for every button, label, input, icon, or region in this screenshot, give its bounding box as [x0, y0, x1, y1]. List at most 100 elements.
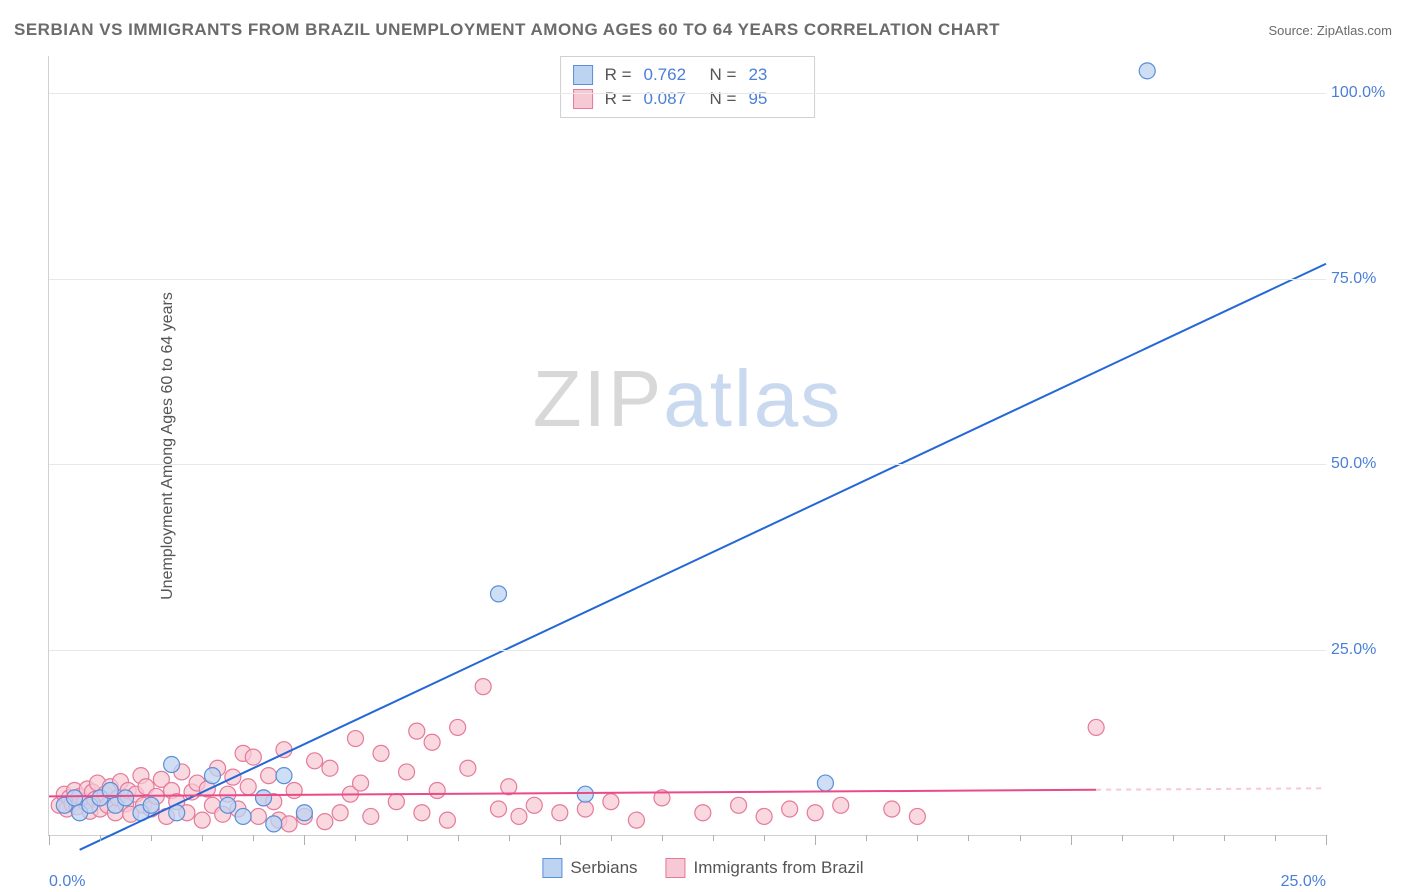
brazil-point: [261, 768, 277, 784]
brazil-point: [450, 719, 466, 735]
x-tick: [100, 835, 101, 841]
x-tick: [764, 835, 765, 841]
series-legend: Serbians Immigrants from Brazil: [542, 858, 863, 878]
brazil-point: [317, 814, 333, 830]
serbians-point: [256, 790, 272, 806]
swatch-serbians: [542, 858, 562, 878]
x-tick: [458, 835, 459, 841]
y-tick-label: 75.0%: [1331, 270, 1396, 288]
brazil-point: [603, 794, 619, 810]
scatter-plot-area: ZIPatlas R = 0.762 N = 23 R = 0.087 N = …: [48, 56, 1326, 836]
serbians-point: [118, 790, 134, 806]
brazil-point: [250, 808, 266, 824]
brazil-point: [373, 745, 389, 761]
chart-title: SERBIAN VS IMMIGRANTS FROM BRAZIL UNEMPL…: [14, 20, 1000, 40]
brazil-point: [281, 816, 297, 832]
gridline-h: [49, 464, 1326, 465]
x-tick: [1020, 835, 1021, 841]
title-bar: SERBIAN VS IMMIGRANTS FROM BRAZIL UNEMPL…: [14, 20, 1392, 40]
x-tick: [1326, 835, 1327, 845]
brazil-point: [286, 782, 302, 798]
x-tick: [713, 835, 714, 841]
chart-svg: [49, 56, 1326, 835]
y-tick-label: 25.0%: [1331, 641, 1396, 659]
serbians-point: [577, 786, 593, 802]
legend-item-serbians: Serbians: [542, 858, 637, 878]
legend-label-serbians: Serbians: [570, 858, 637, 878]
brazil-point: [756, 808, 772, 824]
brazil-point: [414, 805, 430, 821]
serbians-point: [276, 768, 292, 784]
x-tick: [1173, 835, 1174, 841]
brazil-point: [909, 808, 925, 824]
x-tick: [1071, 835, 1072, 845]
x-tick: [49, 835, 50, 845]
brazil-point: [424, 734, 440, 750]
y-tick-label: 50.0%: [1331, 455, 1396, 473]
brazil-point: [409, 723, 425, 739]
brazil-point: [399, 764, 415, 780]
x-tick: [611, 835, 612, 841]
serbians-point: [491, 586, 507, 602]
x-tick: [560, 835, 561, 845]
y-tick-label: 100.0%: [1331, 84, 1396, 102]
serbians-point: [204, 768, 220, 784]
x-tick: [253, 835, 254, 841]
brazil-point: [460, 760, 476, 776]
source-attribution: Source: ZipAtlas.com: [1268, 23, 1392, 38]
brazil-point: [695, 805, 711, 821]
source-link[interactable]: ZipAtlas.com: [1317, 23, 1392, 38]
brazil-point: [628, 812, 644, 828]
brazil-point: [429, 782, 445, 798]
x-tick: [407, 835, 408, 841]
brazil-point: [833, 797, 849, 813]
brazil-point: [884, 801, 900, 817]
brazil-point: [491, 801, 507, 817]
x-tick: [509, 835, 510, 841]
x-tick-label: 25.0%: [1281, 873, 1326, 891]
brazil-point: [526, 797, 542, 813]
serbians-point: [235, 808, 251, 824]
serbians-point: [220, 797, 236, 813]
brazil-point: [353, 775, 369, 791]
brazil-point: [322, 760, 338, 776]
serbians-point: [296, 805, 312, 821]
brazil-point: [332, 805, 348, 821]
x-tick-label: 0.0%: [49, 873, 85, 891]
legend-item-brazil: Immigrants from Brazil: [666, 858, 864, 878]
x-tick: [968, 835, 969, 841]
brazil-point: [307, 753, 323, 769]
legend-label-brazil: Immigrants from Brazil: [694, 858, 864, 878]
gridline-h: [49, 279, 1326, 280]
serbians-point: [1139, 63, 1155, 79]
serbians-regression-line: [80, 264, 1326, 850]
brazil-point: [347, 731, 363, 747]
x-tick: [1122, 835, 1123, 841]
brazil-regression-line-dashed: [1096, 788, 1326, 789]
x-tick: [202, 835, 203, 841]
brazil-point: [731, 797, 747, 813]
x-tick: [151, 835, 152, 841]
serbians-point: [817, 775, 833, 791]
brazil-point: [194, 812, 210, 828]
serbians-point: [164, 757, 180, 773]
brazil-point: [245, 749, 261, 765]
brazil-point: [501, 779, 517, 795]
brazil-point: [782, 801, 798, 817]
brazil-point: [807, 805, 823, 821]
source-label: Source:: [1268, 23, 1316, 38]
serbians-point: [67, 790, 83, 806]
brazil-point: [1088, 719, 1104, 735]
swatch-brazil: [666, 858, 686, 878]
brazil-point: [511, 808, 527, 824]
gridline-h: [49, 93, 1326, 94]
brazil-point: [240, 779, 256, 795]
brazil-point: [363, 808, 379, 824]
brazil-point: [276, 742, 292, 758]
x-tick: [815, 835, 816, 845]
x-tick: [866, 835, 867, 841]
x-tick: [1224, 835, 1225, 841]
brazil-point: [388, 794, 404, 810]
brazil-point: [475, 679, 491, 695]
x-tick: [1275, 835, 1276, 841]
